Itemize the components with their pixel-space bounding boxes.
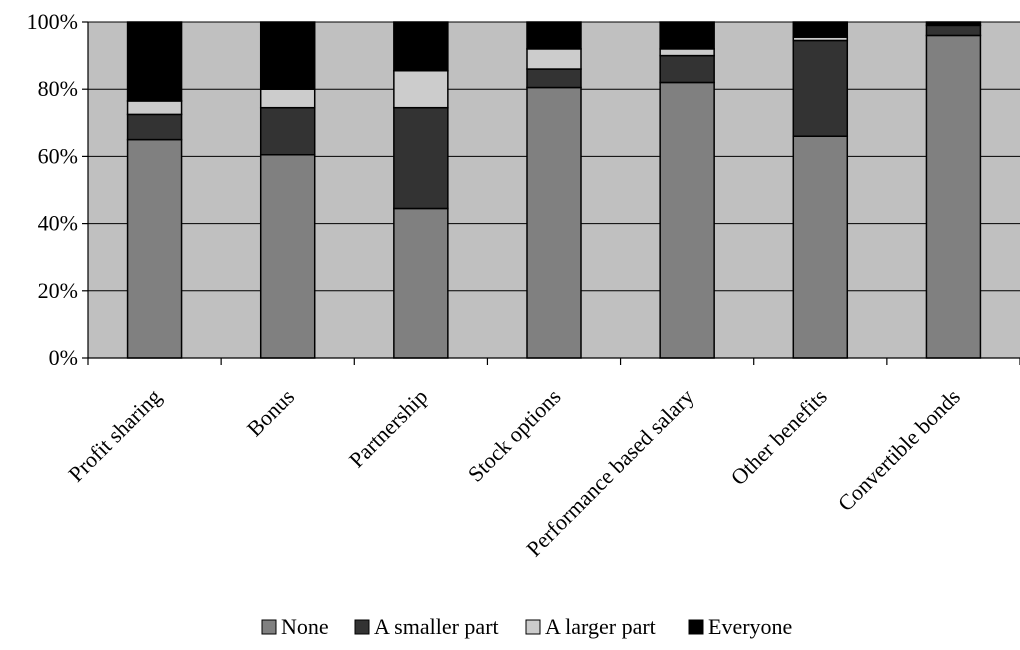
bar-segment-none [792, 135, 849, 359]
x-category-label: Stock options [463, 384, 566, 487]
bar-segment-none [526, 86, 582, 359]
legend-label: A smaller part [374, 614, 499, 639]
bar-segment-none [393, 207, 449, 359]
bar-segment-a-smaller-part [259, 106, 316, 156]
legend-item-everyone: Everyone [688, 614, 792, 639]
y-tick-label: 80% [38, 76, 78, 101]
x-category-label: Bonus [242, 384, 299, 441]
bar-segment-a-smaller-part [792, 39, 849, 137]
y-tick-label: 40% [38, 211, 78, 236]
bar-segment-a-larger-part [126, 100, 183, 116]
bar-segment-everyone [526, 21, 582, 50]
legend-label: Everyone [708, 614, 792, 639]
legend-label: A larger part [545, 614, 656, 639]
bar-segment-everyone [792, 21, 849, 38]
y-tick-label: 0% [49, 345, 78, 370]
x-category-label: Convertible bonds [833, 384, 965, 516]
bar-segment-none [259, 153, 316, 359]
bar-segment-a-smaller-part [659, 54, 715, 84]
legend-item-a-smaller-part: A smaller part [354, 614, 499, 639]
bar-segment-a-larger-part [393, 69, 449, 109]
bar-segment-everyone [126, 21, 183, 102]
bar-segment-a-smaller-part [126, 113, 183, 141]
legend-item-a-larger-part: A larger part [525, 614, 656, 639]
legend-label: None [281, 614, 329, 639]
bar-segment-a-smaller-part [526, 68, 582, 89]
x-category-label: Other benefits [726, 384, 832, 490]
bars-group [126, 21, 982, 359]
y-axis-ticks: 0% 20% 40% 60% 80% 100% [27, 9, 88, 370]
legend: None A smaller part A larger part Everyone [261, 614, 792, 639]
bar-segment-a-larger-part [659, 48, 715, 57]
y-tick-label: 20% [38, 278, 78, 303]
bar-segment-a-larger-part [526, 48, 582, 70]
bar-segment-a-smaller-part [393, 106, 449, 210]
y-tick-label: 100% [27, 9, 78, 34]
bar-segment-everyone [659, 21, 715, 50]
legend-swatch [354, 619, 370, 635]
bar-segment-a-smaller-part [925, 24, 982, 37]
legend-swatch [688, 619, 704, 635]
bar-segment-none [659, 81, 715, 359]
legend-swatch [525, 619, 541, 635]
x-axis-ticks: Profit sharing Bonus Partnership Stock opti… [63, 358, 1020, 561]
bar-segment-everyone [393, 21, 449, 72]
legend-swatch [261, 619, 277, 635]
bar-segment-none [126, 138, 183, 359]
x-category-label: Profit sharing [63, 384, 166, 487]
bar-segment-everyone [925, 21, 982, 27]
bar-segment-none [925, 34, 982, 359]
legend-item-none: None [261, 614, 329, 639]
y-tick-label: 60% [38, 143, 78, 168]
axes [87, 22, 1020, 359]
bar-segment-a-larger-part [259, 88, 316, 109]
bar-segment-everyone [259, 21, 316, 90]
x-category-label: Partnership [344, 384, 433, 473]
